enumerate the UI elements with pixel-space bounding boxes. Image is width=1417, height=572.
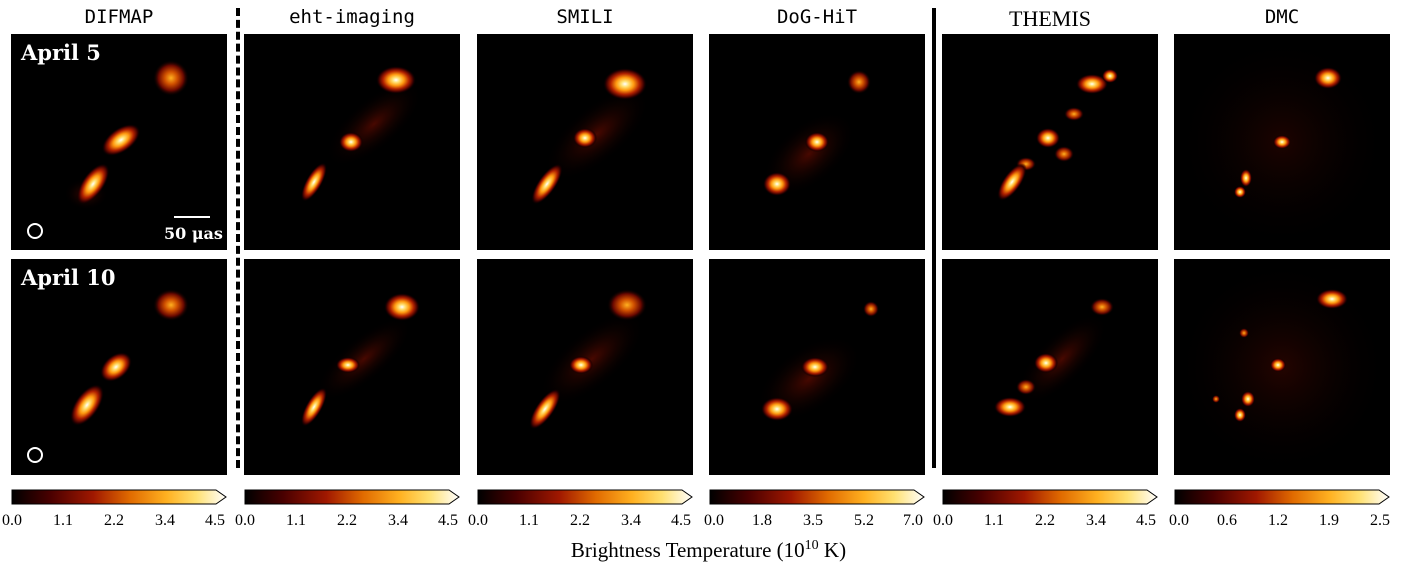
tick-label: 1.1	[286, 512, 306, 529]
tick-label: 0.0	[933, 512, 953, 529]
tick-label: 1.9	[1319, 512, 1339, 529]
panel-dmc-april10	[1174, 259, 1390, 475]
panel-smili-april5	[477, 34, 693, 250]
tick-label: 2.2	[104, 512, 124, 529]
row-label: April 5	[21, 40, 101, 65]
panel-eht-imaging-april5	[244, 34, 460, 250]
colorbar-themis	[942, 489, 1158, 505]
panel-eht-imaging-april10	[244, 259, 460, 475]
column-title-smili: SMILI	[556, 6, 614, 28]
tick-label: 0.0	[1169, 512, 1189, 529]
tick-label: 1.1	[984, 512, 1004, 529]
scale-bar-label: 50 μas	[164, 224, 223, 243]
tick-label: 7.0	[903, 512, 923, 529]
tick-label: 0.0	[2, 512, 22, 529]
tick-label: 2.5	[1370, 512, 1390, 529]
beam-icon	[27, 447, 43, 463]
colorbar-smili	[477, 489, 693, 505]
column-title-difmap: DIFMAP	[84, 6, 154, 28]
panel-dog-hit-april5	[709, 34, 925, 250]
colorbar-label-text: Brightness Temperature (10	[570, 538, 805, 562]
tick-label: 4.5	[205, 512, 225, 529]
tick-label: 0.0	[235, 512, 255, 529]
tick-label: 3.4	[1086, 512, 1106, 529]
tick-label: 5.2	[854, 512, 874, 529]
tick-label: 2.2	[337, 512, 357, 529]
colorbar-axis-label: Brightness Temperature (1010 K)	[0, 538, 1417, 563]
colorbar-eht-imaging	[244, 489, 460, 505]
panel-dmc-april5	[1174, 34, 1390, 250]
panel-difmap-april10: April 10	[11, 259, 227, 475]
tick-label: 3.4	[155, 512, 175, 529]
column-title-eht-imaging: eht-imaging	[289, 6, 415, 28]
divider-solid	[932, 8, 936, 468]
tick-label: 3.4	[388, 512, 408, 529]
tick-label: 0.0	[704, 512, 724, 529]
column-title-dog-hit: DoG-HiT	[776, 6, 858, 28]
panel-themis-april5	[942, 34, 1158, 250]
panel-smili-april10	[477, 259, 693, 475]
tick-label: 1.8	[752, 512, 772, 529]
colorbar-label-unit: K)	[818, 538, 847, 562]
tick-label: 4.5	[671, 512, 691, 529]
row-label: April 10	[21, 265, 116, 290]
tick-label: 4.5	[1136, 512, 1156, 529]
panel-dog-hit-april10	[709, 259, 925, 475]
panel-difmap-april5: April 5 50 μas	[11, 34, 227, 250]
panel-themis-april10	[942, 259, 1158, 475]
scale-bar	[174, 216, 210, 218]
tick-label: 4.5	[438, 512, 458, 529]
tick-label: 0.6	[1217, 512, 1237, 529]
column-title-dmc: DMC	[1264, 6, 1300, 28]
tick-label: 1.1	[519, 512, 539, 529]
divider-dashed	[236, 8, 240, 468]
colorbar-label-exponent: 10	[804, 538, 819, 553]
tick-label: 3.5	[803, 512, 823, 529]
tick-label: 3.4	[621, 512, 641, 529]
tick-label: 2.2	[1035, 512, 1055, 529]
beam-icon	[27, 223, 43, 239]
tick-label: 1.1	[53, 512, 73, 529]
tick-label: 0.0	[468, 512, 488, 529]
tick-label: 2.2	[570, 512, 590, 529]
tick-label: 1.2	[1268, 512, 1288, 529]
colorbar-difmap	[11, 489, 227, 505]
colorbar-dmc	[1174, 489, 1390, 505]
colorbar-dog-hit	[709, 489, 925, 505]
column-title-themis: THEMIS	[1009, 6, 1091, 31]
